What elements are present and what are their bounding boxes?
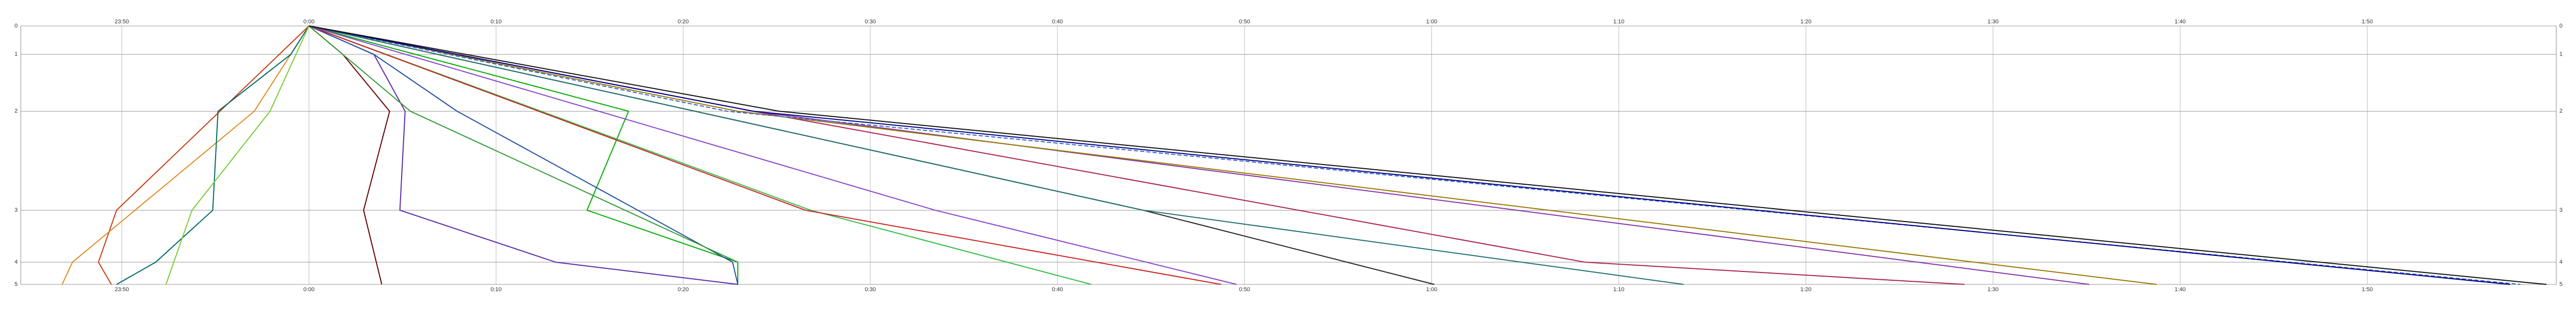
x-tick-label: 0:50 — [1239, 286, 1250, 293]
x-tick-label: 0:30 — [865, 286, 875, 293]
y-tick-label: 2 — [15, 108, 18, 114]
y-tick-label: 3 — [15, 207, 18, 213]
x-tick-label: 0:10 — [490, 19, 501, 25]
x-tick-label: 1:50 — [2362, 286, 2373, 293]
train-line — [308, 25, 738, 263]
train-line — [309, 25, 739, 284]
train-line — [309, 25, 1435, 285]
x-tick-label: 1:50 — [2362, 19, 2373, 25]
train-line — [309, 25, 1964, 285]
y-tick-label: 4 — [2559, 259, 2562, 265]
x-tick-label: 1:00 — [1426, 286, 1437, 293]
x-tick-label: 1:10 — [1613, 19, 1624, 25]
x-tick-label: 1:40 — [2174, 19, 2185, 25]
train-line — [98, 25, 310, 285]
y-tick-label: 5 — [2559, 281, 2562, 288]
x-tick-label: 23:50 — [115, 286, 129, 293]
y-tick-label: 5 — [15, 281, 18, 288]
y-tick-label: 1 — [15, 51, 18, 58]
x-tick-label: 0:40 — [1052, 286, 1063, 293]
x-tick-label: 1:30 — [1987, 286, 1998, 293]
x-tick-label: 0:50 — [1239, 19, 1250, 25]
train-line — [309, 25, 1237, 285]
train-line — [309, 25, 1092, 285]
train-line — [308, 25, 390, 285]
y-tick-label: 0 — [2559, 23, 2562, 29]
train-line — [165, 25, 310, 285]
train-line — [116, 25, 310, 285]
y-tick-label: 3 — [2559, 207, 2562, 213]
x-tick-label: 1:10 — [1613, 286, 1624, 293]
train-line — [309, 25, 2547, 285]
x-tick-label: 1:20 — [1800, 286, 1811, 293]
x-tick-label: 0:40 — [1052, 19, 1063, 25]
train-line — [309, 25, 2157, 285]
train-line — [309, 25, 1221, 285]
x-tick-label: 0:00 — [303, 19, 314, 25]
x-tick-label: 0:20 — [678, 19, 688, 25]
y-tick-label: 0 — [15, 23, 18, 29]
x-tick-label: 0:00 — [303, 286, 314, 293]
x-tick-label: 1:30 — [1987, 19, 1998, 25]
y-tick-label: 1 — [2559, 51, 2562, 58]
train-line — [61, 25, 310, 285]
x-tick-label: 0:10 — [490, 286, 501, 293]
train-line — [309, 25, 739, 285]
train-line — [309, 25, 2521, 285]
x-tick-label: 23:50 — [115, 19, 129, 25]
y-tick-label: 2 — [2559, 108, 2562, 114]
train-line — [309, 25, 2511, 285]
x-tick-label: 0:30 — [865, 19, 875, 25]
x-tick-label: 1:40 — [2174, 286, 2185, 293]
x-tick-label: 0:20 — [678, 286, 688, 293]
y-tick-label: 4 — [15, 259, 18, 265]
plot-frame — [20, 25, 2557, 285]
x-tick-label: 1:00 — [1426, 19, 1437, 25]
x-tick-label: 1:20 — [1800, 19, 1811, 25]
train-line — [309, 25, 1684, 285]
